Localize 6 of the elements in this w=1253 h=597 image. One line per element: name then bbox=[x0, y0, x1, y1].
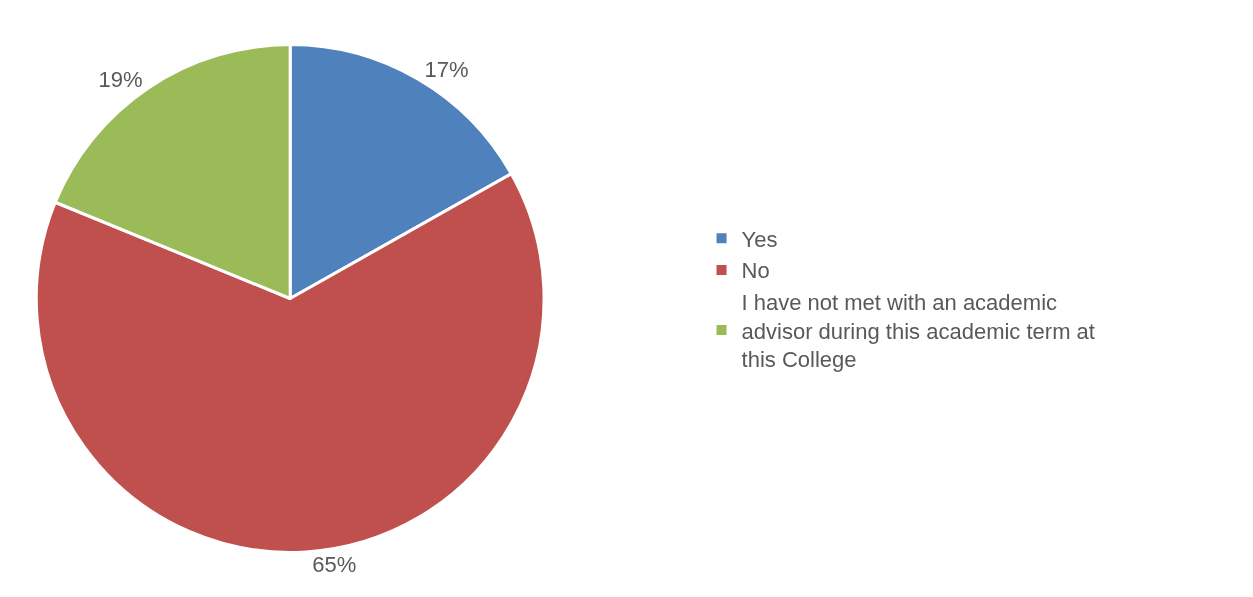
data-label: 17% bbox=[424, 57, 469, 83]
data-label: 19% bbox=[98, 66, 143, 92]
legend-label: I have not met with an academic advisor during this academic term at this College bbox=[741, 290, 1095, 373]
data-label: 65% bbox=[312, 551, 357, 577]
legend-label: No bbox=[741, 258, 770, 284]
legend-label: Yes bbox=[741, 226, 778, 252]
